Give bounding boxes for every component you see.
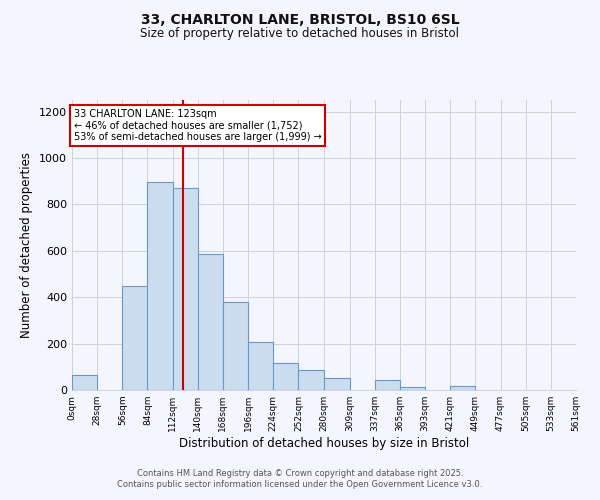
Bar [298,370,323,390]
Text: Contains HM Land Registry data © Crown copyright and database right 2025.: Contains HM Land Registry data © Crown c… [137,468,463,477]
X-axis label: Distribution of detached houses by size in Bristol: Distribution of detached houses by size … [179,437,469,450]
Bar [223,302,248,390]
Bar [450,386,475,390]
Text: Size of property relative to detached houses in Bristol: Size of property relative to detached ho… [140,28,460,40]
Text: Contains public sector information licensed under the Open Government Licence v3: Contains public sector information licen… [118,480,482,489]
Y-axis label: Number of detached properties: Number of detached properties [20,152,34,338]
Bar [198,254,223,390]
Bar [400,386,425,390]
Text: 33, CHARLTON LANE, BRISTOL, BS10 6SL: 33, CHARLTON LANE, BRISTOL, BS10 6SL [140,12,460,26]
Bar [148,182,173,390]
Bar [173,188,198,390]
Bar [248,342,273,390]
Bar [323,378,350,390]
Bar [122,286,148,390]
Bar [375,380,400,390]
Text: 33 CHARLTON LANE: 123sqm
← 46% of detached houses are smaller (1,752)
53% of sem: 33 CHARLTON LANE: 123sqm ← 46% of detach… [74,110,322,142]
Bar [72,375,97,390]
Bar [273,364,298,390]
